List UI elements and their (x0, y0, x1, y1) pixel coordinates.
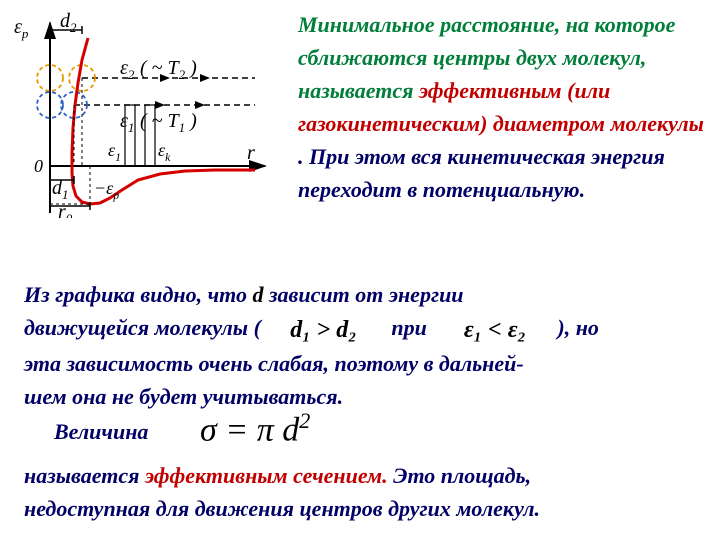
eq-d1d2: d₁ > d₂ (261, 314, 386, 347)
svg-text:εk: εk (158, 140, 171, 164)
b3: эта зависимость очень слабая, поэтому в … (24, 351, 524, 376)
def-navy: . При этом вся кинетическая энергия пере… (298, 144, 665, 202)
svg-text:ε1: ε1 (108, 140, 121, 164)
b1b: зависит от энергии (263, 282, 463, 307)
bot-b: эффективным сечением. (145, 463, 388, 488)
b1a: Из графика видно, что (24, 282, 252, 307)
b2c: ), но (557, 315, 599, 340)
body-paragraph: Из графика видно, что d зависит от энерг… (24, 278, 704, 413)
svg-text:εp: εp (14, 16, 29, 41)
svg-text:( ~ T1 ): ( ~ T1 ) (140, 110, 197, 135)
svg-text:0: 0 (34, 156, 43, 176)
bottom-paragraph: называется эффективным сечением. Это пло… (24, 459, 704, 525)
graph-svg: εpd2ε2( ~ T2 )ε1( ~ T1 )0rd1−εpr0ε1εk (10, 8, 280, 218)
bot-a: называется (24, 463, 145, 488)
svg-text:ε2: ε2 (120, 57, 135, 82)
sigma-formula: σ = π d2 (200, 408, 310, 449)
b2a: движущейся молекулы ( (24, 315, 261, 340)
svg-text:r: r (247, 142, 255, 164)
eq-e1e2: ε₁ < ε₂ (432, 314, 557, 347)
bot-c: Это площадь, (388, 463, 531, 488)
svg-text:d2: d2 (60, 10, 77, 35)
b2b: при (386, 315, 432, 340)
b4: шем она не будет учитываться. (24, 384, 343, 409)
bot-d: недоступная для движения центров других … (24, 496, 540, 521)
svg-text:( ~ T2 ): ( ~ T2 ) (140, 57, 197, 82)
eq-d: d (252, 282, 263, 307)
svg-text:ε1: ε1 (120, 110, 134, 135)
definition-paragraph: Минимальное расстояние, на которое сближ… (298, 8, 708, 206)
sigma-label: Величина (54, 419, 148, 445)
potential-graph: εpd2ε2( ~ T2 )ε1( ~ T1 )0rd1−εpr0ε1εk (10, 8, 280, 218)
